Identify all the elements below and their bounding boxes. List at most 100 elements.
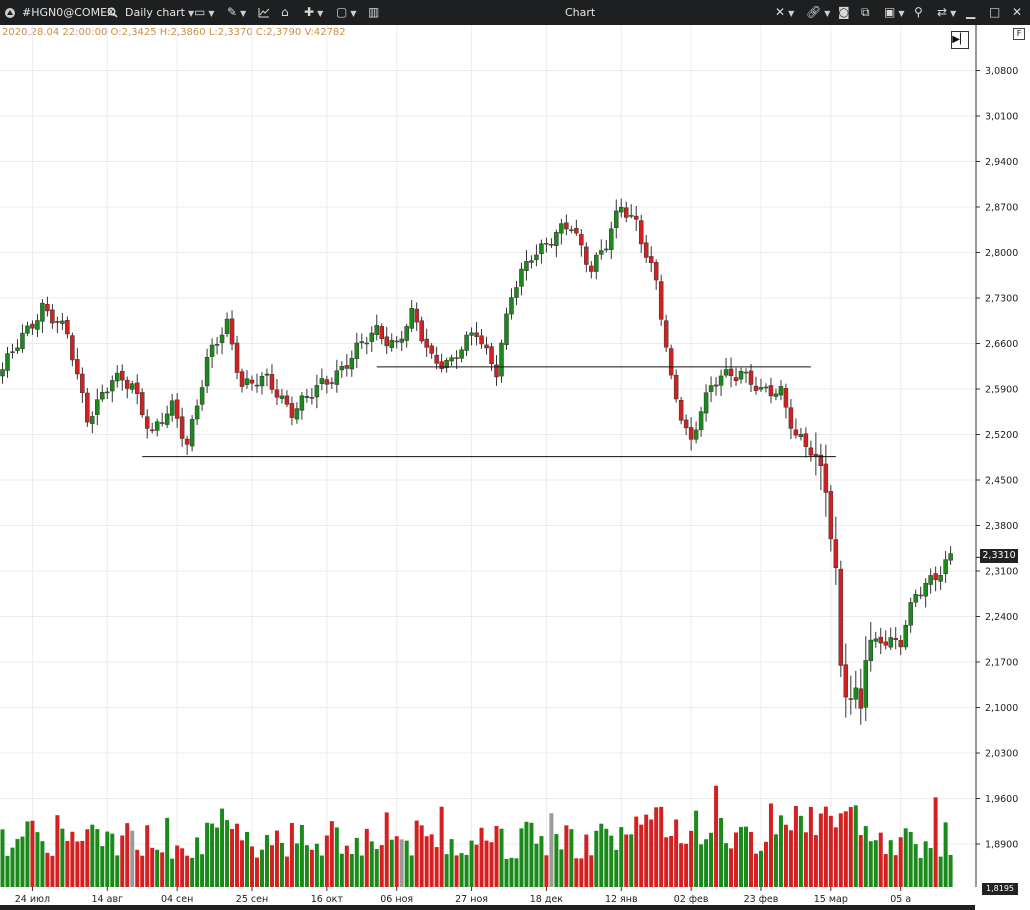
candle-body: [354, 342, 360, 359]
candle-body: [359, 341, 365, 344]
candle-body: [758, 387, 764, 390]
volume-bar: [454, 855, 459, 887]
candle-body: [633, 215, 639, 220]
candle-body: [234, 342, 240, 373]
volume-bar: [55, 815, 60, 887]
candle-body: [923, 582, 928, 597]
close-icon[interactable]: ✕: [1012, 5, 1023, 19]
app-logo-icon[interactable]: [4, 0, 16, 25]
symbol-label[interactable]: #HGN0@COMEX: [22, 6, 115, 19]
volume-bar: [274, 830, 279, 887]
candle-body: [863, 660, 869, 708]
volume-bar: [409, 855, 414, 887]
candle-body: [938, 575, 943, 582]
price-chart[interactable]: 3,0800 3,0100 2,9400 2,8700 2,8000 2,7300 2,66…: [0, 25, 1030, 905]
volume-bar: [110, 833, 115, 887]
crosshair-icon[interactable]: ✚ ▼: [304, 5, 324, 19]
templates-icon[interactable]: ⌂: [281, 5, 289, 19]
volume-bar: [210, 823, 215, 887]
volume-bar: [554, 834, 559, 887]
volume-bar: [329, 821, 334, 887]
volume-bar: [699, 844, 704, 887]
volume-bar: [130, 830, 135, 887]
candle-body: [309, 397, 315, 399]
timeframe-dropdown[interactable]: Daily chart ▼: [125, 0, 194, 25]
cross-icon[interactable]: ✕ ▼: [775, 5, 795, 19]
candle-body: [239, 371, 245, 387]
volume-bar: [868, 841, 873, 887]
minimize-icon[interactable]: ▁: [966, 5, 976, 19]
volume-bar: [768, 803, 773, 887]
candle-body: [214, 344, 220, 346]
candle-body: [344, 365, 350, 369]
candle-body: [918, 594, 923, 597]
camera-icon[interactable]: ◙: [838, 5, 850, 19]
copy-icon[interactable]: ⧉: [861, 5, 870, 19]
volume-bar: [584, 834, 589, 887]
candle-body: [25, 325, 30, 334]
volume-bar: [589, 855, 594, 887]
volume-bar: [903, 828, 908, 887]
time-tick-label: 27 ноя: [455, 894, 488, 905]
candle-body: [703, 392, 709, 414]
volume-bar: [539, 836, 544, 887]
indicators-icon[interactable]: [258, 0, 270, 25]
volume-bar: [434, 847, 439, 887]
candle-body: [499, 342, 504, 377]
volume-bar: [30, 820, 35, 887]
candle-body: [229, 318, 235, 345]
lock-icon[interactable]: ▣ ▼: [884, 5, 905, 19]
candle-body: [569, 229, 574, 231]
columns-icon[interactable]: ▥: [368, 5, 380, 19]
candle-body: [159, 422, 165, 424]
search-icon[interactable]: [107, 0, 118, 25]
volume-bar: [185, 855, 190, 887]
pin-icon[interactable]: ⚲: [914, 5, 923, 19]
candle-body: [663, 320, 669, 348]
candle-body: [763, 386, 769, 389]
volume-bar: [793, 805, 798, 887]
candle-body: [823, 463, 829, 493]
volume-bar: [833, 827, 838, 887]
candle-body: [479, 335, 484, 345]
volume-bar: [404, 840, 409, 887]
volume-bar: [240, 840, 245, 887]
candle-body: [284, 395, 290, 405]
volume-bar: [614, 849, 619, 887]
restore-icon[interactable]: ⇄ ▼: [937, 5, 957, 19]
volume-bar: [689, 830, 694, 887]
candle-body: [554, 231, 559, 246]
candle-body: [853, 687, 859, 700]
scroll-to-end-button[interactable]: ▶▏: [951, 31, 969, 49]
candle-body: [464, 334, 469, 351]
volume-bar: [469, 840, 474, 887]
volume-bar: [220, 808, 225, 887]
candle-body: [723, 369, 729, 376]
candle-body: [50, 309, 55, 324]
volume-bar: [334, 827, 339, 887]
layout-icon[interactable]: ▢ ▼: [336, 5, 357, 19]
scale-settings-button[interactable]: F: [1013, 28, 1025, 40]
link-icon[interactable]: 🔗︎ ▼: [806, 5, 831, 19]
pencil-icon[interactable]: ✎ ▼: [227, 5, 247, 19]
candle-body: [728, 368, 734, 377]
candle-body: [389, 339, 394, 348]
volume-bar: [354, 837, 359, 887]
volume-bar: [808, 806, 813, 887]
title-bar: #HGN0@COMEX Daily chart ▼ ▭ ▼ ✎ ▼ ⌂ ✚ ▼ ▢ ▼ ▥…: [0, 0, 1030, 25]
maximize-icon[interactable]: □: [989, 5, 1001, 19]
candle-body: [693, 429, 699, 440]
candle-body: [364, 342, 370, 345]
candle-body: [529, 260, 534, 263]
candle-body: [913, 594, 918, 603]
volume-bar: [908, 831, 913, 887]
volume-bar: [284, 856, 289, 887]
candle-body: [349, 357, 355, 370]
volume-bar: [883, 854, 888, 887]
candle-body: [564, 222, 569, 230]
volume-bar: [773, 834, 778, 887]
candle-body: [105, 391, 110, 394]
candle-body: [374, 325, 379, 335]
chart-type-icon[interactable]: ▭ ▼: [194, 5, 215, 19]
volume-bar: [349, 854, 354, 887]
